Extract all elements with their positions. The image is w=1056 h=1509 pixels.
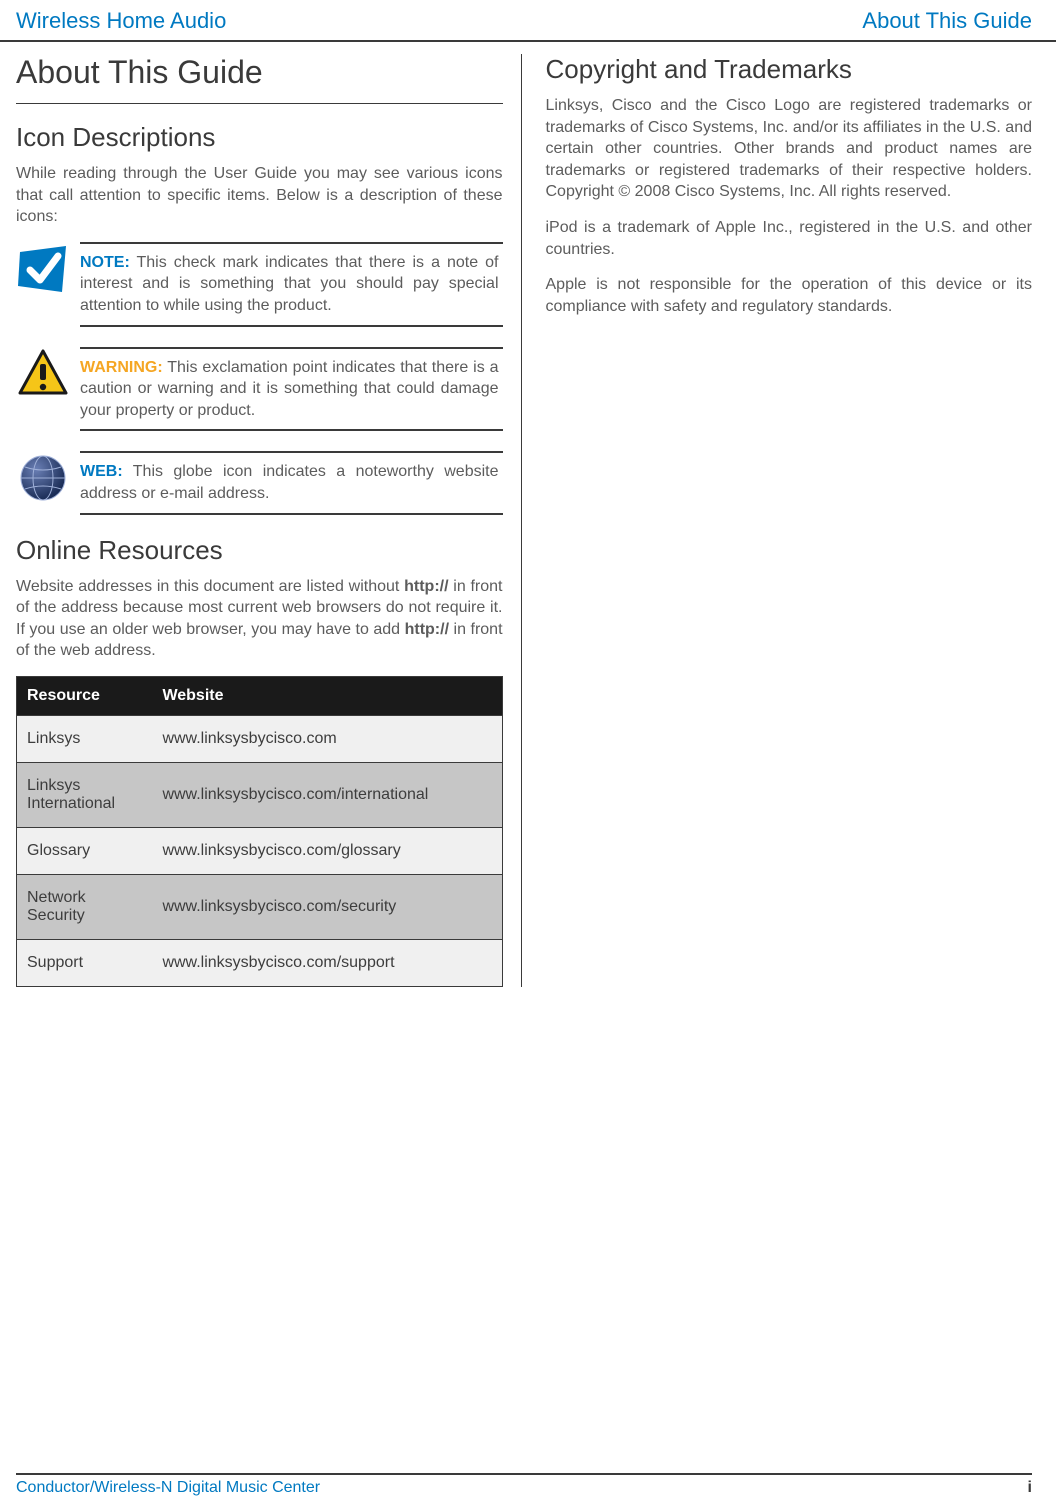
note-text: This check mark indicates that there is … (80, 254, 499, 314)
web-body: WEB: This globe icon indicates a notewor… (80, 451, 503, 514)
cell-website: www.linksysbycisco.com (152, 715, 502, 762)
note-callout: NOTE: This check mark indicates that the… (16, 242, 503, 327)
cell-resource: Support (17, 939, 153, 986)
header-left: Wireless Home Audio (16, 8, 226, 34)
warning-icon (16, 347, 70, 401)
cell-resource: Network Security (17, 874, 153, 939)
icon-descriptions-intro: While reading through the User Guide you… (16, 163, 503, 228)
cell-resource: Glossary (17, 827, 153, 874)
copyright-p2: iPod is a trademark of Apple Inc., regis… (546, 217, 1033, 260)
right-column: Copyright and Trademarks Linksys, Cisco … (542, 54, 1033, 987)
globe-icon (16, 451, 70, 505)
table-row: Linksys International www.linksysbycisco… (17, 762, 503, 827)
copyright-heading: Copyright and Trademarks (546, 54, 1033, 85)
warning-label: WARNING: (80, 359, 163, 376)
table-row: Support www.linksysbycisco.com/support (17, 939, 503, 986)
warning-callout: WARNING: This exclamation point indicate… (16, 347, 503, 432)
page-title: About This Guide (16, 54, 503, 104)
online-resources-intro: Website addresses in this document are l… (16, 576, 503, 662)
th-website: Website (152, 676, 502, 715)
left-column: About This Guide Icon Descriptions While… (16, 54, 522, 987)
footer-left: Conductor/Wireless-N Digital Music Cente… (16, 1479, 320, 1497)
top-bar: Wireless Home Audio About This Guide (0, 0, 1056, 42)
cell-website: www.linksysbycisco.com/security (152, 874, 502, 939)
cell-resource: Linksys International (17, 762, 153, 827)
online-intro-bold1: http:// (404, 578, 448, 595)
table-row: Glossary www.linksysbycisco.com/glossary (17, 827, 503, 874)
web-label: WEB: (80, 463, 123, 480)
online-resources-heading: Online Resources (16, 535, 503, 566)
note-body: NOTE: This check mark indicates that the… (80, 242, 503, 327)
note-label: NOTE: (80, 254, 130, 271)
online-intro-bold2: http:// (405, 621, 449, 638)
copyright-p1: Linksys, Cisco and the Cisco Logo are re… (546, 95, 1033, 203)
resources-table: Resource Website Linksys www.linksysbyci… (16, 676, 503, 987)
footer-right: i (1028, 1479, 1032, 1497)
copyright-p3: Apple is not responsible for the operati… (546, 274, 1033, 317)
page-body: About This Guide Icon Descriptions While… (0, 42, 1056, 987)
footer: Conductor/Wireless-N Digital Music Cente… (16, 1473, 1032, 1497)
web-text: This globe icon indicates a noteworthy w… (80, 463, 499, 502)
cell-website: www.linksysbycisco.com/support (152, 939, 502, 986)
header-right: About This Guide (862, 8, 1032, 34)
table-header-row: Resource Website (17, 676, 503, 715)
cell-resource: Linksys (17, 715, 153, 762)
checkmark-icon (16, 242, 70, 296)
table-row: Network Security www.linksysbycisco.com/… (17, 874, 503, 939)
th-resource: Resource (17, 676, 153, 715)
icon-descriptions-heading: Icon Descriptions (16, 122, 503, 153)
cell-website: www.linksysbycisco.com/international (152, 762, 502, 827)
warning-body: WARNING: This exclamation point indicate… (80, 347, 503, 432)
web-callout: WEB: This globe icon indicates a notewor… (16, 451, 503, 514)
table-body: Linksys www.linksysbycisco.com Linksys I… (17, 715, 503, 986)
online-intro-pre: Website addresses in this document are l… (16, 578, 404, 595)
cell-website: www.linksysbycisco.com/glossary (152, 827, 502, 874)
table-row: Linksys www.linksysbycisco.com (17, 715, 503, 762)
